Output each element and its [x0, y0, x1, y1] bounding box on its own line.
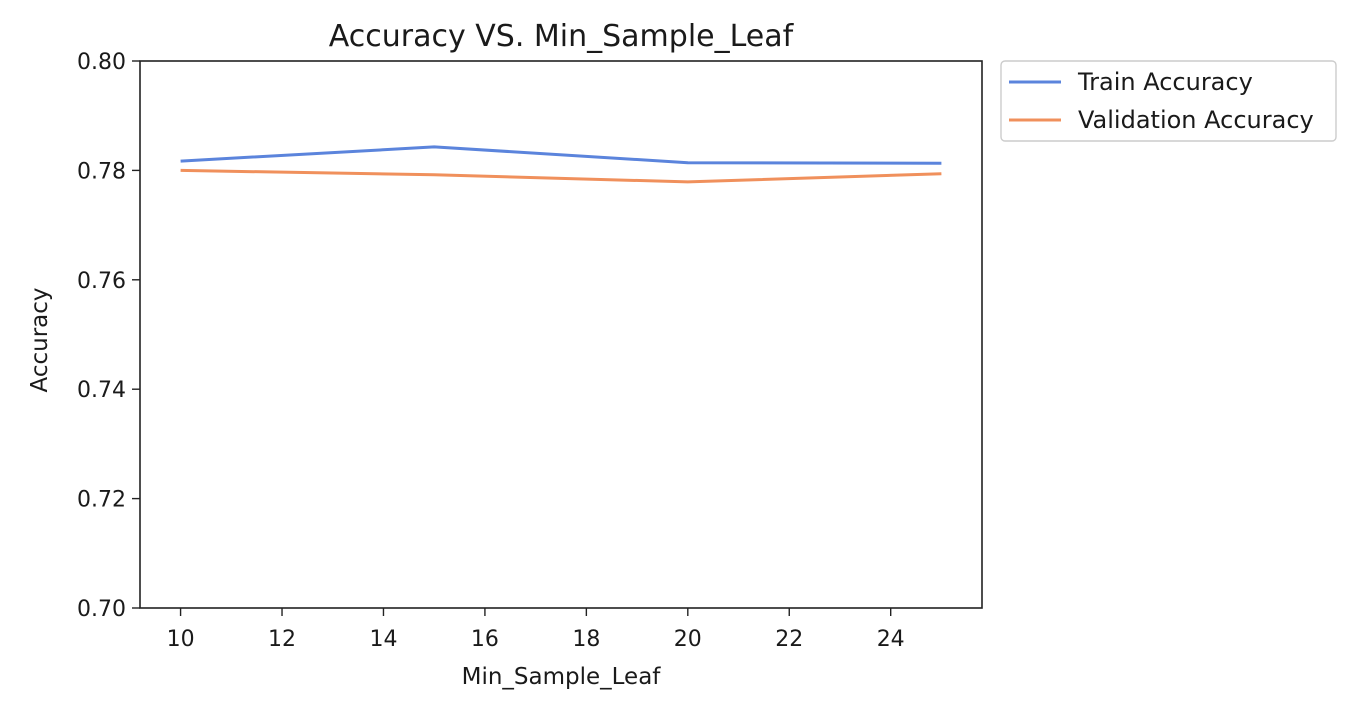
- legend-box: [1000, 60, 1337, 142]
- x-tick-label: 18: [572, 627, 600, 652]
- chart-title: Accuracy VS. Min_Sample_Leaf: [329, 19, 795, 54]
- series-line-train: [180, 145, 942, 165]
- x-axis-label: Min_Sample_Leaf: [462, 664, 662, 690]
- y-tick-label: 0.80: [77, 50, 126, 75]
- x-tick-label: 16: [471, 627, 499, 652]
- series-line-validation: [180, 168, 942, 184]
- legend: Train Accuracy Validation Accuracy: [1000, 60, 1337, 142]
- y-tick-label: 0.72: [77, 488, 126, 513]
- x-tick-label: 12: [268, 627, 296, 652]
- legend-label-validation: Validation Accuracy: [1078, 106, 1314, 134]
- y-axis-label: Accuracy: [27, 287, 53, 392]
- y-tick-label: 0.76: [77, 269, 126, 294]
- x-tick-label: 24: [877, 627, 905, 652]
- y-tick-label: 0.70: [77, 597, 126, 622]
- y-tick-label: 0.74: [77, 378, 126, 403]
- x-tick-label: 22: [775, 627, 803, 652]
- legend-label-train: Train Accuracy: [1077, 68, 1253, 96]
- x-tick-label: 20: [674, 627, 702, 652]
- x-tick-label: 14: [369, 627, 397, 652]
- series-lines: [180, 145, 942, 184]
- axis-ticks: 10 12 14 16 18 20 22 24 0.70 0.72 0.74 0.76 0.78 0.80: [77, 50, 905, 652]
- y-tick-label: 0.78: [77, 159, 126, 184]
- x-tick-label: 10: [167, 627, 195, 652]
- plot-frame: [139, 60, 983, 609]
